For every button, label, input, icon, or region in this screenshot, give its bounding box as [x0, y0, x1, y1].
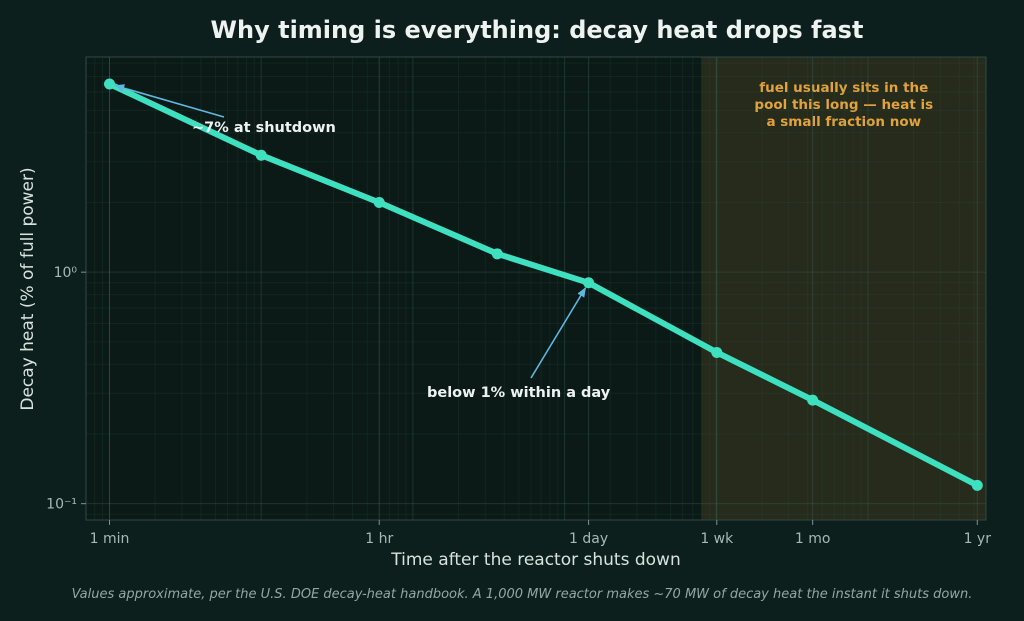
y-tick-label: 10⁻¹: [46, 497, 77, 513]
x-tick-label: 1 mo: [795, 531, 831, 547]
data-point: [373, 196, 385, 208]
annotation-label: ~7% at shutdown: [192, 120, 336, 136]
y-tick-label: 10⁰: [54, 265, 78, 281]
data-point: [255, 149, 267, 161]
data-point: [711, 346, 723, 358]
annotation-label: below 1% within a day: [427, 385, 611, 401]
x-tick-label: 1 min: [90, 531, 130, 547]
data-point: [971, 479, 983, 491]
footnote: Values approximate, per the U.S. DOE dec…: [72, 587, 973, 602]
chart-title: Why timing is everything: decay heat dro…: [211, 16, 864, 44]
annotation-arrow: [530, 287, 587, 379]
storage-pool-note: a small fraction now: [766, 114, 921, 130]
y-axis-label: Decay heat (% of full power): [18, 167, 38, 410]
data-point: [807, 394, 819, 406]
data-point: [103, 78, 115, 90]
x-tick-label: 1 yr: [964, 531, 992, 547]
plot-frame: [85, 56, 987, 521]
plot-area: [86, 57, 986, 520]
data-point: [583, 277, 595, 289]
storage-pool-note: pool this long — heat is: [754, 97, 933, 113]
annotation-arrow: [114, 84, 225, 118]
x-tick-label: 1 wk: [700, 531, 734, 547]
storage-pool-note: fuel usually sits in the: [759, 80, 928, 96]
data-point: [491, 248, 503, 260]
storage-pool-region: [701, 57, 986, 520]
x-tick-label: 1 hr: [365, 531, 393, 547]
x-tick-label: 1 day: [569, 531, 608, 547]
x-axis-label: Time after the reactor shuts down: [390, 550, 680, 570]
decay-heat-line: [106, 81, 981, 489]
